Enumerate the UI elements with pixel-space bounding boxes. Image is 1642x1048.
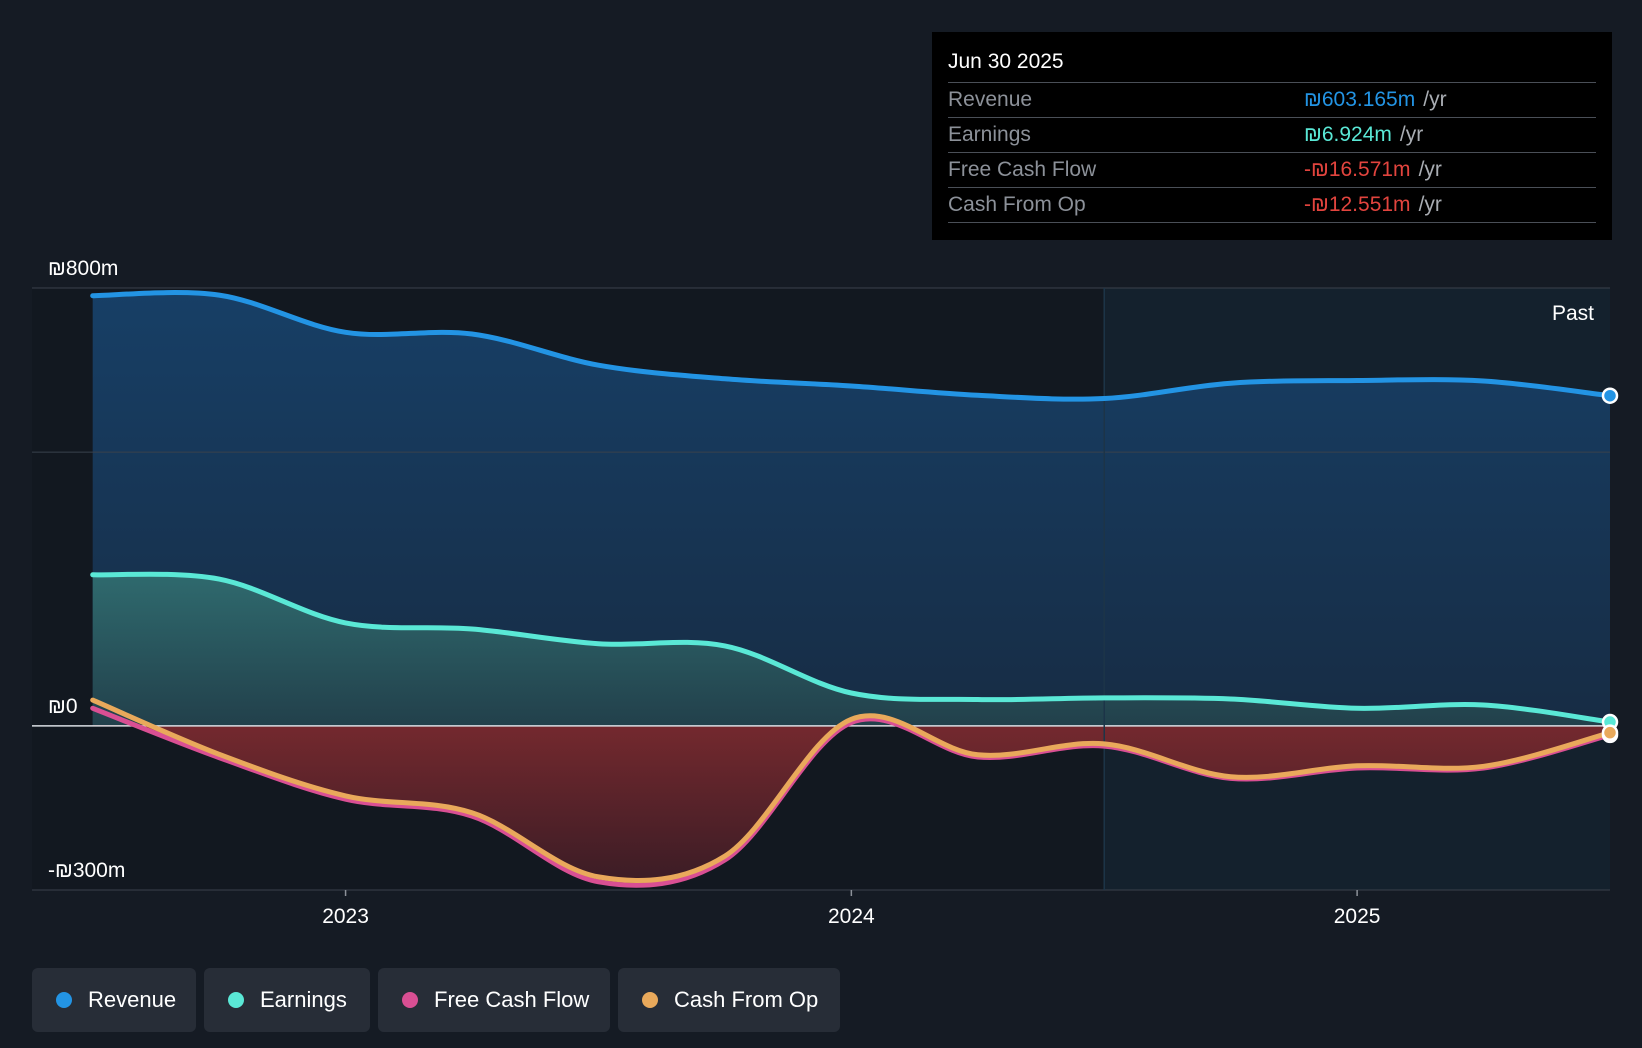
revenue-end-marker[interactable] [1601,387,1619,404]
earnings-area [92,574,1611,726]
cash-from-op-line [90,697,1613,884]
legend-item-free-cash-flow[interactable]: Free Cash Flow [378,968,610,1032]
area-layer [92,292,1611,886]
tooltip: Jun 30 2025 Revenue ₪603.165m/yr Earnings ₪… [932,32,1612,240]
tooltip-unit: /yr [1418,193,1442,216]
tooltip-row-free-cash-flow: Free Cash Flow -₪16.571m/yr [948,152,1596,187]
tooltip-label: Free Cash Flow [948,158,1097,181]
legend-dot-icon [228,992,244,1008]
tooltip-label: Cash From Op [948,193,1086,216]
tooltip-label: Revenue [948,88,1033,111]
x-label-2023: 2023 [322,905,369,928]
tooltip-date: Jun 30 2025 [948,50,1064,73]
y-label-neg300: -₪300m [48,859,125,882]
x-label-2024: 2024 [828,905,875,928]
tooltip-value: -₪16.571m [1304,158,1411,181]
tooltip-value: -₪12.551m [1304,193,1411,216]
revenue-line [90,290,1613,402]
tooltip-row-cash-from-op: Cash From Op -₪12.551m/yr [948,187,1596,223]
legend-label: Free Cash Flow [434,987,590,1012]
y-label-0: ₪0 [48,695,78,718]
legend-item-cash-from-op[interactable]: Cash From Op [618,968,840,1032]
revenue-area [92,292,1611,726]
legend-item-earnings[interactable]: Earnings [204,968,370,1032]
tooltip-row-earnings: Earnings ₪6.924m/yr [948,117,1596,152]
legend-dot-icon [56,992,72,1008]
line-layer [90,290,1619,888]
tooltip-unit: /yr [1399,123,1424,146]
legend-label: Earnings [260,987,347,1012]
legend-item-revenue[interactable]: Revenue [32,968,196,1032]
legend-label: Cash From Op [674,987,819,1012]
x-label-2025: 2025 [1334,905,1381,928]
legend-label: Revenue [88,987,177,1012]
legend-dot-icon [402,992,418,1008]
grid-layer [32,287,1610,891]
axis-layer: ₪800m ₪0 -₪300m 2023 2024 2025 [48,257,1380,928]
tooltip-value: ₪603.165m [1304,88,1416,111]
tooltip-unit: /yr [1423,88,1447,111]
tooltip-value: ₪6.924m [1304,123,1392,146]
y-label-800: ₪800m [48,257,118,280]
tooltip-unit: /yr [1418,158,1442,181]
legend-dot-icon [642,992,658,1008]
cash-from-op-end-marker[interactable] [1601,724,1619,741]
past-label: Past [1552,302,1594,325]
earnings-line [90,571,1613,725]
tooltip-row-revenue: Revenue ₪603.165m/yr [948,82,1596,117]
tooltip-label: Earnings [948,123,1031,146]
free-cash-flow-area [92,725,1610,886]
